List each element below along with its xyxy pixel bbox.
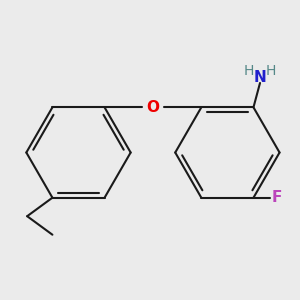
Text: N: N [254, 70, 266, 85]
Text: O: O [146, 100, 159, 115]
Text: H: H [266, 64, 276, 78]
Text: H: H [244, 64, 254, 78]
Text: F: F [272, 190, 282, 205]
